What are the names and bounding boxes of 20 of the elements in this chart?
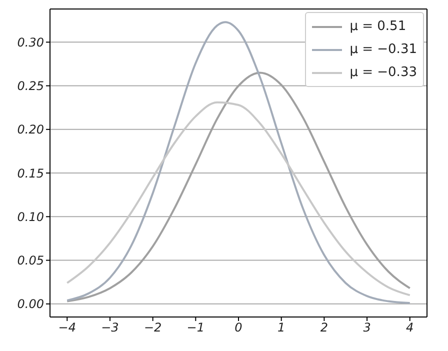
y-tick-label: 0.25 (17, 79, 44, 94)
legend-label: μ = 0.51 (350, 19, 406, 34)
y-tick-label: 0.00 (17, 297, 44, 312)
y-tick-label: 0.20 (17, 122, 44, 137)
x-tick-label: −1 (186, 320, 205, 335)
y-tick-label: 0.15 (17, 166, 44, 180)
x-tick-label: 1 (278, 320, 286, 335)
legend-label: μ = −0.33 (350, 65, 417, 80)
x-tick-label: −2 (144, 320, 162, 335)
y-tick-label: 0.30 (17, 35, 44, 50)
x-tick-label: 3 (363, 320, 371, 335)
y-tick-label: 0.10 (17, 210, 44, 224)
line-series (66, 101, 411, 296)
x-tick-label: 4 (406, 320, 414, 335)
x-tick-label: 2 (320, 320, 328, 335)
x-tick-label: −3 (101, 320, 119, 335)
legend-label: μ = −0.31 (350, 42, 417, 57)
y-tick-label: 0.05 (17, 254, 44, 268)
x-tick-label: 0 (234, 320, 243, 335)
x-tick-label: −4 (58, 320, 76, 335)
